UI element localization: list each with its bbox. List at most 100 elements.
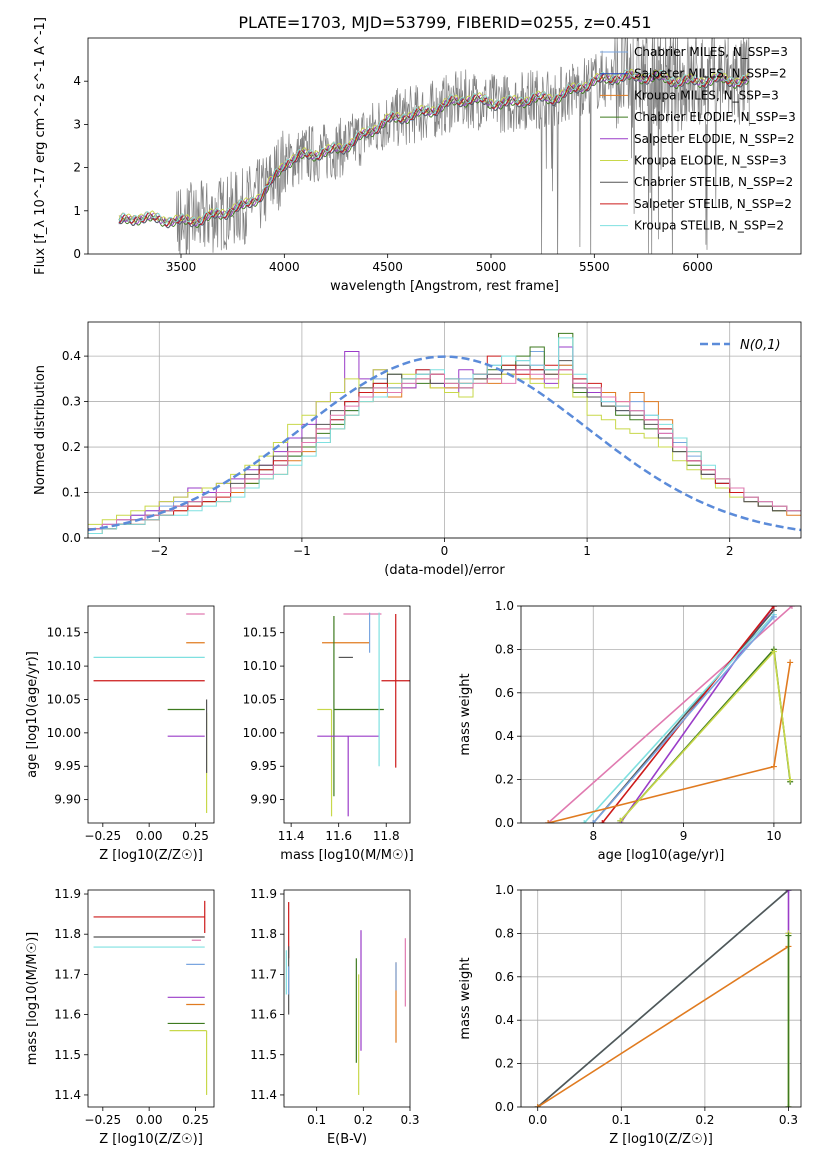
- y-tick-label: 9.95: [250, 759, 277, 773]
- mass-weight-line: [537, 890, 790, 1107]
- y-tick-label: 0.2: [62, 440, 81, 454]
- y-tick-label: 11.4: [54, 1088, 81, 1102]
- normal-curve: [88, 355, 801, 532]
- y-tick-label: 11.7: [250, 967, 277, 981]
- x-tick-label: 0.3: [400, 1113, 419, 1127]
- legend: N(0,1): [700, 338, 781, 353]
- legend-label: N(0,1): [740, 338, 781, 353]
- axes-frame: [87, 889, 215, 1108]
- y-tick-label: 10.05: [47, 692, 81, 706]
- y-tick-label: 2: [73, 161, 81, 175]
- x-tick-label: 11.4: [278, 829, 305, 843]
- plot-area: [93, 900, 208, 1095]
- x-tick-label: 6000: [682, 260, 713, 274]
- y-tick-label: 11.9: [250, 887, 277, 901]
- legend-label: Kroupa MILES, N_SSP=3: [634, 88, 779, 102]
- mass-weight-line: [592, 616, 775, 823]
- model-spectrum-line: [118, 69, 750, 225]
- y-tick-label: 11.6: [250, 1008, 277, 1022]
- panel-massweight_vs_age: 8 9 10 0.0 0.2 0.4 0.6 0.8 1.0 age [log10(age/yr)…: [458, 599, 802, 863]
- y-tick-label: 11.5: [250, 1048, 277, 1062]
- plot-area: [285, 902, 406, 1095]
- point-marker: [785, 890, 792, 893]
- x-axis-label: age [log10(age/yr)]: [598, 848, 725, 863]
- y-tick-label: 10.00: [243, 726, 277, 740]
- point-marker: [770, 613, 777, 620]
- point-marker: [590, 820, 597, 823]
- plot-area: [88, 332, 801, 534]
- x-tick-label: 10: [766, 829, 781, 843]
- model-spectrum-line: [118, 68, 750, 225]
- x-axis-label: Z [log10(Z/Z☉)]: [99, 1132, 203, 1147]
- y-tick-label: 11.6: [54, 1008, 81, 1022]
- axes-frame: [520, 889, 802, 1108]
- y-tick-label: 10.00: [47, 726, 81, 740]
- legend-label: Salpeter MILES, N_SSP=2: [634, 67, 787, 81]
- axes-frame: [87, 605, 215, 824]
- panel-spectrum: 3500 4000 4500 5000 5500 6000 0 1 2 3 4 wavelength …: [33, 17, 802, 294]
- y-tick-label: 9.95: [54, 759, 81, 773]
- y-tick-label: 10.10: [47, 659, 81, 673]
- point-marker: [785, 1104, 792, 1107]
- axes-frame: [87, 37, 802, 255]
- x-tick-label: −2: [150, 544, 168, 558]
- panel-age_vs_mass: 11.4 11.6 11.8 9.90 9.95 10.00 10.05 10.10 10.15…: [243, 605, 414, 863]
- x-axis-label: wavelength [Angstrom, rest frame]: [330, 279, 559, 294]
- panel-mass_vs_ebv: 0.1 0.2 0.3 11.4 11.5 11.6 11.7 11.8 11.9 E(B-V): [250, 887, 419, 1147]
- axes-frame: [283, 605, 411, 824]
- panel-residuals: −2 −1 0 1 2 0.0 0.1 0.2 0.3 0.4 (data-model)/error…: [33, 321, 802, 578]
- y-tick-label: 4: [73, 74, 81, 88]
- plot-area: [118, 38, 750, 254]
- legend: Chabrier MILES, N_SSP=3 Salpeter MILES, N…: [600, 45, 796, 233]
- x-tick-label: 0: [441, 544, 449, 558]
- point-marker: [770, 606, 777, 609]
- mass-weight-line: [547, 662, 791, 823]
- mass-weight-line: [583, 614, 775, 823]
- ticks: 8 9 10 0.0 0.2 0.4 0.6 0.8 1.0: [495, 599, 782, 843]
- y-axis-label: mass weight: [458, 957, 473, 1039]
- grid: [521, 889, 801, 1108]
- x-tick-label: 4000: [269, 260, 300, 274]
- y-tick-label: 11.8: [250, 927, 277, 941]
- figure-title: PLATE=1703, MJD=53799, FIBERID=0255, z=0…: [238, 13, 651, 32]
- y-tick-label: 11.9: [54, 887, 81, 901]
- panel-mass_vs_Z: −0.25 0.00 0.25 11.4 11.5 11.6 11.7 11.8 11.9 Z […: [25, 887, 215, 1147]
- x-tick-label: −1: [293, 544, 311, 558]
- x-tick-label: −0.25: [84, 829, 121, 843]
- x-tick-label: 9: [680, 829, 688, 843]
- x-tick-label: −0.25: [84, 1113, 121, 1127]
- ticks: 3500 4000 4500 5000 5500 6000 0 1 2 3 4: [73, 74, 713, 274]
- histogram-step: [88, 369, 801, 530]
- x-tick-label: 0.3: [779, 1113, 798, 1127]
- model-spectrum-line: [118, 70, 750, 227]
- legend-label: Chabrier ELODIE, N_SSP=3: [634, 110, 796, 124]
- point-marker: [787, 659, 794, 666]
- y-axis-label: Flux [f_λ 10^-17 erg cm^-2 s^-1 A^-1]: [33, 17, 48, 275]
- y-tick-label: 10.05: [243, 692, 277, 706]
- y-tick-label: 0.4: [495, 729, 514, 743]
- y-tick-label: 1.0: [495, 599, 514, 613]
- y-tick-label: 0.8: [495, 642, 514, 656]
- y-tick-label: 0.4: [495, 1013, 514, 1027]
- axes-frame: [520, 605, 802, 824]
- y-tick-label: 0.6: [495, 970, 514, 984]
- y-tick-label: 11.4: [250, 1088, 277, 1102]
- y-tick-label: 10.10: [243, 659, 277, 673]
- grid: [88, 322, 801, 539]
- y-tick-label: 1.0: [495, 883, 514, 897]
- ticks: 11.4 11.6 11.8 9.90 9.95 10.00 10.05 10.10 10.15: [243, 626, 400, 843]
- point-marker: [785, 932, 792, 939]
- x-tick-label: 3500: [166, 260, 197, 274]
- x-tick-label: 0.1: [307, 1113, 326, 1127]
- legend-label: Chabrier MILES, N_SSP=3: [634, 45, 788, 59]
- point-marker: [534, 1104, 541, 1107]
- axes-frame: [283, 889, 411, 1108]
- x-axis-label: Z [log10(Z/Z☉)]: [609, 1132, 713, 1147]
- point-marker: [545, 820, 552, 823]
- y-tick-label: 11.8: [54, 927, 81, 941]
- observed-spectrum-line: [118, 38, 750, 254]
- plot-area: [534, 890, 792, 1107]
- y-tick-label: 1: [73, 204, 81, 218]
- y-tick-label: 0: [73, 247, 81, 261]
